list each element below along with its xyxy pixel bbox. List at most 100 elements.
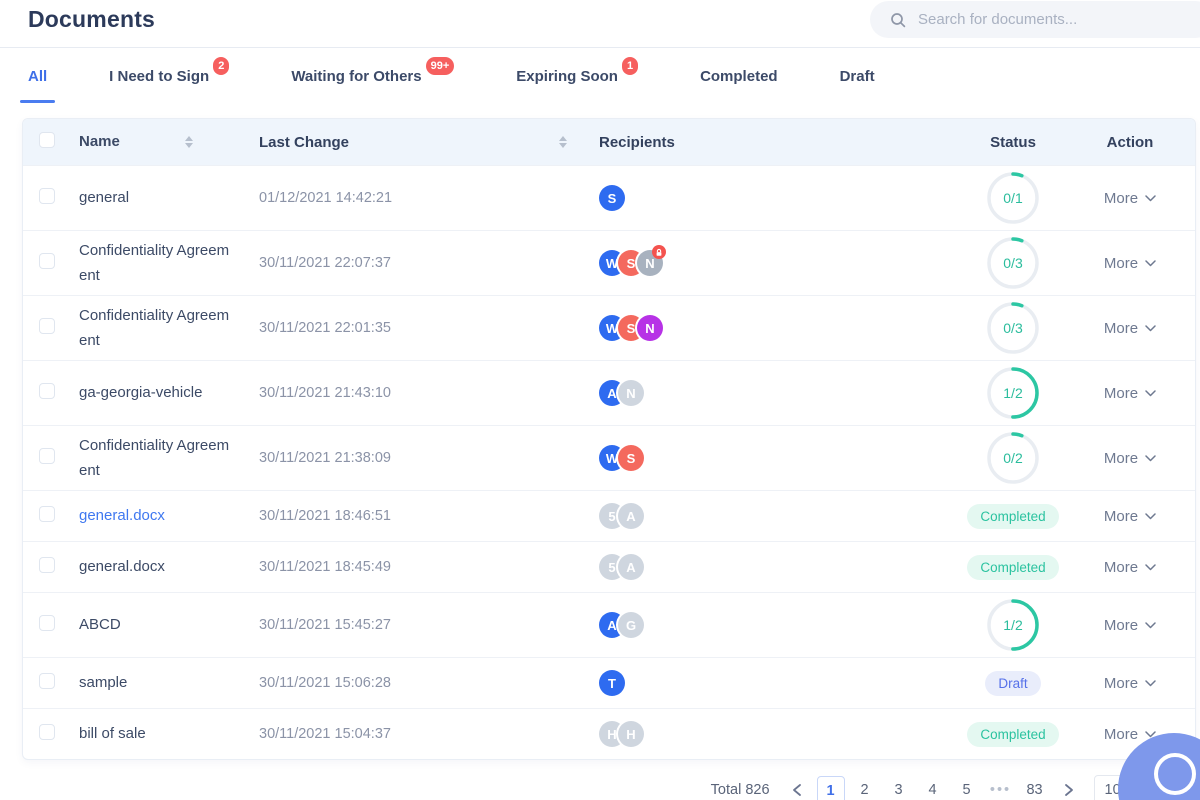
recipients-cell: S: [589, 185, 961, 211]
select-all-checkbox[interactable]: [39, 132, 55, 148]
sort-icon[interactable]: [185, 136, 193, 148]
tab-draft[interactable]: Draft: [840, 48, 875, 103]
recipient-avatar: H: [618, 721, 644, 747]
document-checkbox[interactable]: [39, 672, 55, 689]
more-button[interactable]: More: [1104, 508, 1156, 525]
document-checkbox[interactable]: [39, 187, 55, 204]
document-name-cell: ga-georgia-vehicle: [69, 380, 259, 406]
document-name[interactable]: ABCD: [79, 616, 121, 634]
last-change-cell: 30/11/2021 15:06:28: [259, 675, 391, 691]
more-button[interactable]: More: [1104, 255, 1156, 272]
search-bar[interactable]: [870, 1, 1200, 38]
recipient-avatar: A: [618, 554, 644, 580]
tab-completed[interactable]: Completed: [700, 48, 778, 103]
next-page-button[interactable]: [1058, 779, 1080, 800]
document-name[interactable]: sample: [79, 674, 128, 692]
document-name[interactable]: Confidentiality Agreement: [79, 436, 230, 480]
document-checkbox[interactable]: [39, 614, 55, 631]
document-name[interactable]: bill of sale: [79, 725, 146, 743]
row-checkbox-cell: [23, 556, 69, 578]
tab-label: I Need to Sign: [109, 68, 210, 85]
tab-count-badge: 99+: [425, 56, 455, 75]
tab-label: All: [28, 68, 48, 85]
page-number-1[interactable]: 1: [816, 776, 845, 800]
more-label: More: [1103, 189, 1139, 207]
prev-page-button[interactable]: [786, 779, 808, 800]
more-button[interactable]: More: [1104, 385, 1156, 402]
page-number-4[interactable]: 4: [928, 782, 937, 798]
document-checkbox[interactable]: [39, 505, 55, 522]
row-checkbox-cell: [23, 672, 69, 694]
document-name[interactable]: ga-georgia-vehicle: [79, 384, 203, 402]
status-cell: Completed: [961, 721, 1065, 747]
recipient-avatar: G: [618, 612, 644, 638]
filter-tabs: All I Need to Sign 2 Waiting for Others 99+ E…: [0, 48, 1200, 103]
document-name-cell: bill of sale: [69, 721, 259, 747]
search-input[interactable]: [918, 11, 1158, 28]
table-row: sample 30/11/2021 15:06:28 T Draft More: [23, 657, 1195, 708]
status-cell: 0/2: [961, 432, 1065, 484]
recipient-avatar: S: [599, 185, 625, 211]
document-checkbox[interactable]: [39, 252, 55, 269]
more-button[interactable]: More: [1104, 559, 1156, 576]
chevron-down-icon: [1145, 454, 1156, 461]
action-cell: More: [1065, 320, 1195, 337]
page-number-83[interactable]: 83: [1026, 782, 1043, 798]
status-cell: 0/1: [961, 172, 1065, 224]
row-checkbox-cell: [23, 723, 69, 745]
pagination-ellipsis[interactable]: •••: [989, 782, 1012, 798]
column-label-action: Action: [1106, 133, 1154, 151]
table-row: Confidentiality Agreement 30/11/2021 22:0…: [23, 295, 1195, 360]
document-checkbox[interactable]: [39, 447, 55, 464]
page-number-2[interactable]: 2: [860, 782, 869, 798]
document-name-cell: general.docx: [69, 503, 259, 529]
document-name[interactable]: Confidentiality Agreement: [79, 306, 230, 350]
tab-i-need-to-sign[interactable]: I Need to Sign 2: [109, 48, 230, 103]
column-label-status: Status: [990, 133, 1036, 151]
table-body: general 01/12/2021 14:42:21 S 0/1 More Confid…: [23, 165, 1195, 759]
document-name[interactable]: general: [79, 189, 130, 207]
status-progress-label: 0/3: [1003, 320, 1023, 336]
more-button[interactable]: More: [1104, 726, 1156, 743]
row-checkbox-cell: [23, 614, 69, 636]
page-number-5[interactable]: 5: [962, 782, 971, 798]
document-name-cell: Confidentiality Agreement: [69, 433, 259, 484]
sort-icon[interactable]: [559, 136, 567, 148]
document-checkbox[interactable]: [39, 723, 55, 740]
floating-widget-button[interactable]: [1118, 733, 1200, 800]
document-checkbox[interactable]: [39, 317, 55, 334]
column-header-last-change[interactable]: Last Change: [259, 134, 589, 151]
status-progress-label: 1/2: [1003, 385, 1023, 401]
document-name[interactable]: Confidentiality Agreement: [79, 241, 230, 285]
document-name[interactable]: general.docx: [79, 507, 165, 525]
more-button[interactable]: More: [1104, 320, 1156, 337]
more-button[interactable]: More: [1104, 617, 1156, 634]
tab-waiting-for-others[interactable]: Waiting for Others 99+: [291, 48, 455, 103]
more-label: More: [1103, 558, 1139, 576]
more-button[interactable]: More: [1104, 450, 1156, 467]
recipient-avatar: S: [618, 445, 644, 471]
column-label-last-change: Last Change: [259, 133, 350, 151]
chevron-down-icon: [1145, 679, 1156, 686]
document-checkbox[interactable]: [39, 382, 55, 399]
status-cell: Draft: [961, 670, 1065, 696]
more-label: More: [1103, 616, 1139, 634]
status-progress-label: 0/1: [1003, 190, 1023, 206]
more-button[interactable]: More: [1104, 675, 1156, 692]
tab-expiring-soon[interactable]: Expiring Soon 1: [516, 48, 639, 103]
tab-label: Completed: [700, 68, 778, 85]
status-badge: Completed: [967, 721, 1059, 747]
document-checkbox[interactable]: [39, 556, 55, 573]
tab-all[interactable]: All: [19, 48, 56, 103]
status-badge: Completed: [967, 554, 1059, 580]
page-title: Documents: [28, 6, 156, 32]
row-checkbox-cell: [23, 317, 69, 339]
document-name[interactable]: general.docx: [79, 558, 165, 576]
column-header-name[interactable]: Name: [69, 129, 259, 155]
recipient-avatar: N: [637, 245, 666, 276]
chevron-down-icon: [1145, 621, 1156, 628]
more-button[interactable]: More: [1104, 190, 1156, 207]
page-number-3[interactable]: 3: [894, 782, 903, 798]
